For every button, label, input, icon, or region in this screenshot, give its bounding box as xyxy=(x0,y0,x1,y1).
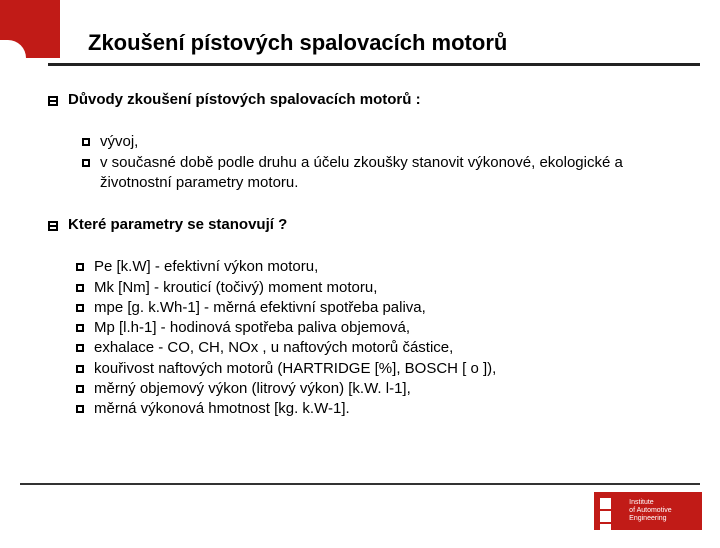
list-item: měrná výkonová hmotnost [kg. k.W-1]. xyxy=(76,399,690,419)
bullet-icon xyxy=(76,324,84,332)
bullet-icon xyxy=(82,138,90,146)
list-item-text: měrná výkonová hmotnost [kg. k.W-1]. xyxy=(94,399,350,419)
list-item-text: vývoj, xyxy=(100,132,138,152)
header-accent-block xyxy=(0,0,60,58)
footer-line xyxy=(20,483,700,485)
bullet-icon xyxy=(48,96,58,106)
section-1-heading-row: Důvody zkoušení pístových spalovacích mo… xyxy=(48,90,690,110)
header-notch xyxy=(0,40,26,58)
footer-line2: of Automotive Engineering xyxy=(629,507,702,522)
list-item: měrný objemový výkon (litrový výkon) [k.… xyxy=(76,379,690,399)
list-item-text: mpe [g. k.Wh-1] - měrná efektivní spotře… xyxy=(94,298,426,318)
slide-content: Důvody zkoušení pístových spalovacích mo… xyxy=(48,90,690,419)
footer-line1: Institute xyxy=(629,499,702,507)
bullet-icon xyxy=(76,284,84,292)
bullet-icon xyxy=(76,263,84,271)
list-item-text: Mp [l.h-1] - hodinová spotřeba paliva ob… xyxy=(94,318,410,338)
bullet-icon xyxy=(76,405,84,413)
title-underline xyxy=(48,63,700,66)
list-item-text: Mk [Nm] - krouticí (točivý) moment motor… xyxy=(94,278,377,298)
list-item: mpe [g. k.Wh-1] - měrná efektivní spotře… xyxy=(76,298,690,318)
list-item: kouřivost naftových motorů (HARTRIDGE [%… xyxy=(76,359,690,379)
bullet-icon xyxy=(76,304,84,312)
list-item-text: exhalace - CO, CH, NOx , u naftových mot… xyxy=(94,338,453,358)
footer-logo-icon xyxy=(600,498,623,524)
bullet-icon xyxy=(82,159,90,167)
list-item: Mp [l.h-1] - hodinová spotřeba paliva ob… xyxy=(76,318,690,338)
bullet-icon xyxy=(76,365,84,373)
bullet-icon xyxy=(76,385,84,393)
bullet-icon xyxy=(76,344,84,352)
list-item-text: v současné době podle druhu a účelu zkou… xyxy=(100,153,690,194)
list-item: exhalace - CO, CH, NOx , u naftových mot… xyxy=(76,338,690,358)
section-1-heading: Důvody zkoušení pístových spalovacích mo… xyxy=(68,90,421,110)
list-item-text: Pe [k.W] - efektivní výkon motoru, xyxy=(94,257,318,277)
list-item: Pe [k.W] - efektivní výkon motoru, xyxy=(76,257,690,277)
footer-text: Institute of Automotive Engineering xyxy=(629,499,702,522)
section-2-heading-row: Které parametry se stanovují ? xyxy=(48,215,690,235)
bullet-icon xyxy=(48,221,58,231)
list-item: Mk [Nm] - krouticí (točivý) moment motor… xyxy=(76,278,690,298)
section-2-heading: Které parametry se stanovují ? xyxy=(68,215,287,235)
list-item-text: kouřivost naftových motorů (HARTRIDGE [%… xyxy=(94,359,496,379)
list-item: v současné době podle druhu a účelu zkou… xyxy=(82,153,690,194)
slide-title: Zkoušení pístových spalovacích motorů xyxy=(88,30,507,56)
list-item: vývoj, xyxy=(82,132,690,152)
list-item-text: měrný objemový výkon (litrový výkon) [k.… xyxy=(94,379,411,399)
footer-logo-block: Institute of Automotive Engineering xyxy=(594,492,702,530)
